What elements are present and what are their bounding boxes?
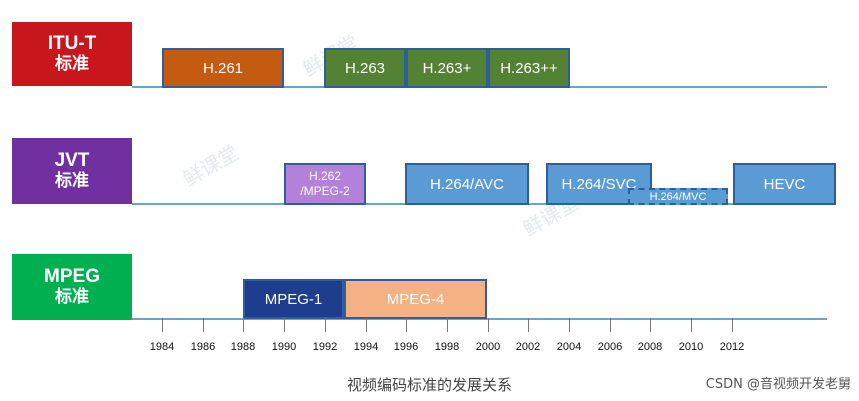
year-label: 2010 (678, 341, 704, 353)
year-label: 2004 (556, 341, 582, 353)
year-tick (366, 318, 367, 332)
year-tick (203, 318, 204, 332)
year-tick (732, 318, 733, 332)
year-label: 2000 (475, 341, 501, 353)
year-tick (284, 318, 285, 332)
row-baseline-mpeg (132, 318, 827, 320)
row-label-mpeg: MPEG 标准 (12, 254, 132, 320)
standard-box-h263plusplus: H.263++ (488, 48, 570, 88)
row-label-mpeg-sub: 标准 (55, 287, 89, 307)
year-label: 2006 (597, 341, 623, 353)
row-label-mpeg-name: MPEG (44, 266, 100, 288)
watermark: 鲜课堂 (178, 140, 243, 192)
year-label: 1996 (393, 341, 419, 353)
year-tick (488, 318, 489, 332)
standard-box-h263plus: H.263+ (406, 48, 488, 88)
year-tick (325, 318, 326, 332)
year-label: 2012 (719, 341, 745, 353)
year-tick (569, 318, 570, 332)
credit-text: CSDN @音视频开发老舅 (705, 377, 851, 392)
row-label-jvt: JVT 标准 (12, 138, 132, 204)
row-label-itu-name: ITU-T (47, 33, 97, 55)
standard-box-h264-svc: H.264/SVC (546, 163, 652, 205)
standard-box-mpeg4: MPEG-4 (344, 279, 487, 319)
year-label: 2002 (515, 341, 541, 353)
standard-box-h264-mvc: H.264/MVC (628, 188, 728, 205)
year-label: 1994 (353, 341, 379, 353)
year-tick (528, 318, 529, 332)
figure-caption: 视频编码标准的发展关系 (346, 376, 512, 394)
standard-box-mpeg1: MPEG-1 (243, 279, 344, 319)
standard-box-h262-mpeg2: H.262 /MPEG-2 (284, 163, 366, 205)
year-label: 1988 (230, 341, 256, 353)
year-tick (243, 318, 244, 332)
year-label: 1998 (434, 341, 460, 353)
standard-box-h264-avc: H.264/AVC (405, 163, 529, 205)
year-label: 1984 (149, 341, 175, 353)
year-tick (610, 318, 611, 332)
year-tick (447, 318, 448, 332)
row-label-itu-sub: 标准 (55, 54, 89, 74)
standard-box-h263: H.263 (324, 48, 406, 88)
year-label: 1986 (190, 341, 216, 353)
standard-box-h261: H.261 (162, 48, 284, 88)
standard-box-hevc: HEVC (733, 163, 836, 205)
row-label-jvt-name: JVT (54, 150, 90, 172)
year-tick (691, 318, 692, 332)
year-label: 2008 (637, 341, 663, 353)
year-tick (162, 318, 163, 332)
year-tick (650, 318, 651, 332)
year-label: 1992 (312, 341, 338, 353)
year-label: 1990 (271, 341, 297, 353)
year-tick (406, 318, 407, 332)
row-label-jvt-sub: 标准 (55, 171, 89, 191)
row-label-itu: ITU-T 标准 (12, 22, 132, 86)
